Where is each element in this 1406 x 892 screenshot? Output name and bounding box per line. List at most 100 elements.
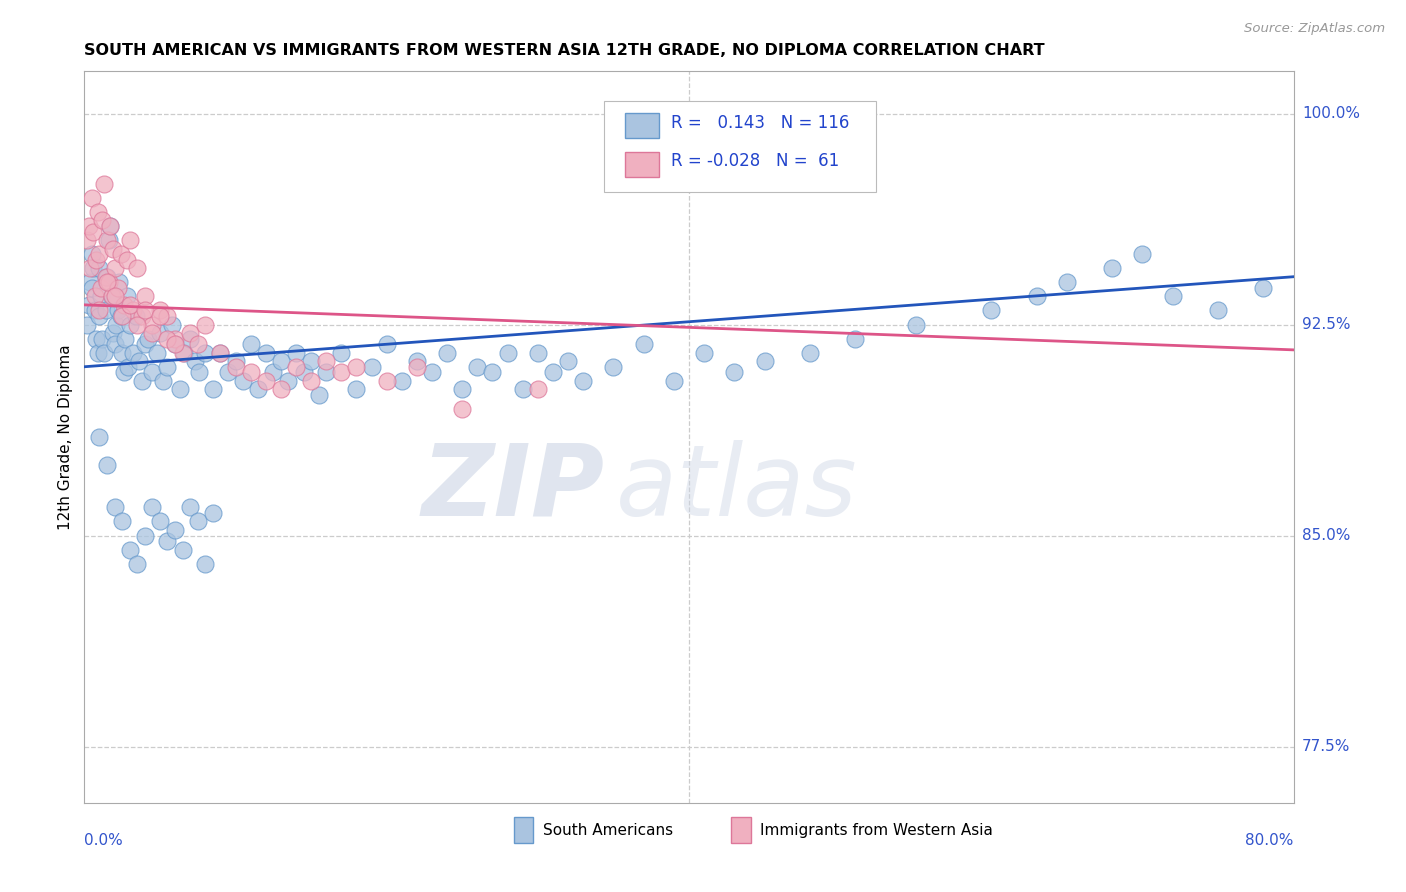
- FancyBboxPatch shape: [605, 101, 876, 192]
- Point: [121, 345, 143, 359]
- Point: [160, 318, 183, 332]
- Point: [100, 289, 122, 303]
- Point: [217, 365, 239, 379]
- Point: [118, 318, 141, 332]
- Point: [91, 332, 114, 346]
- Point: [96, 276, 118, 290]
- Point: [1253, 281, 1275, 295]
- Point: [165, 337, 187, 351]
- Point: [98, 219, 121, 233]
- Point: [86, 332, 108, 346]
- Text: R =   0.143   N = 116: R = 0.143 N = 116: [671, 113, 849, 131]
- Point: [270, 382, 292, 396]
- Point: [194, 345, 217, 359]
- Point: [693, 345, 716, 359]
- Point: [225, 354, 247, 368]
- Point: [188, 365, 211, 379]
- Point: [105, 318, 128, 332]
- Point: [844, 332, 866, 346]
- FancyBboxPatch shape: [624, 153, 659, 177]
- Point: [315, 365, 337, 379]
- Text: 92.5%: 92.5%: [1302, 317, 1350, 332]
- Point: [179, 326, 201, 340]
- Point: [239, 365, 262, 379]
- Text: SOUTH AMERICAN VS IMMIGRANTS FROM WESTERN ASIA 12TH GRADE, NO DIPLOMA CORRELATIO: SOUTH AMERICAN VS IMMIGRANTS FROM WESTER…: [84, 43, 1045, 58]
- Point: [292, 365, 315, 379]
- Point: [101, 242, 124, 256]
- Point: [209, 345, 232, 359]
- Point: [115, 289, 138, 303]
- FancyBboxPatch shape: [624, 113, 659, 138]
- Point: [1161, 289, 1184, 303]
- Point: [101, 326, 124, 340]
- Point: [104, 337, 127, 351]
- Point: [80, 281, 103, 295]
- Point: [111, 309, 134, 323]
- Point: [512, 382, 534, 396]
- Point: [1101, 261, 1123, 276]
- Point: [141, 318, 163, 332]
- Point: [141, 326, 163, 340]
- Point: [209, 345, 232, 359]
- Point: [165, 337, 187, 351]
- Point: [152, 374, 174, 388]
- Point: [179, 332, 201, 346]
- Point: [107, 281, 129, 295]
- Point: [97, 233, 120, 247]
- Point: [134, 528, 156, 542]
- Text: South Americans: South Americans: [543, 823, 672, 838]
- Point: [360, 359, 382, 374]
- Point: [80, 191, 103, 205]
- Point: [173, 345, 195, 359]
- Point: [194, 318, 217, 332]
- Point: [183, 354, 205, 368]
- Point: [146, 345, 169, 359]
- Point: [662, 374, 685, 388]
- Point: [115, 252, 138, 267]
- Point: [134, 337, 156, 351]
- Text: Immigrants from Western Asia: Immigrants from Western Asia: [761, 823, 993, 838]
- Point: [104, 289, 127, 303]
- Point: [77, 298, 100, 312]
- Point: [118, 542, 141, 557]
- Point: [76, 318, 98, 332]
- Point: [262, 365, 284, 379]
- Point: [156, 534, 179, 549]
- Point: [225, 359, 247, 374]
- Point: [436, 345, 458, 359]
- Point: [1056, 276, 1078, 290]
- Point: [84, 289, 107, 303]
- Point: [239, 337, 262, 351]
- Point: [172, 345, 194, 359]
- Point: [299, 354, 322, 368]
- Point: [110, 309, 132, 323]
- Point: [187, 337, 209, 351]
- Point: [127, 261, 149, 276]
- Point: [406, 359, 429, 374]
- Point: [104, 261, 127, 276]
- Point: [89, 261, 111, 276]
- Point: [89, 303, 111, 318]
- Point: [96, 269, 118, 284]
- Point: [481, 365, 503, 379]
- Point: [112, 298, 135, 312]
- Point: [82, 261, 104, 276]
- Point: [277, 374, 299, 388]
- FancyBboxPatch shape: [731, 817, 751, 843]
- Point: [156, 309, 179, 323]
- Point: [270, 354, 292, 368]
- Point: [723, 365, 745, 379]
- Point: [451, 401, 474, 416]
- Point: [1206, 303, 1229, 318]
- Point: [799, 345, 821, 359]
- Point: [134, 303, 156, 318]
- Point: [141, 365, 163, 379]
- Point: [406, 354, 429, 368]
- Point: [557, 354, 579, 368]
- Point: [91, 213, 114, 227]
- Point: [97, 276, 120, 290]
- Point: [131, 374, 153, 388]
- Point: [375, 337, 398, 351]
- Point: [131, 309, 153, 323]
- Point: [187, 515, 209, 529]
